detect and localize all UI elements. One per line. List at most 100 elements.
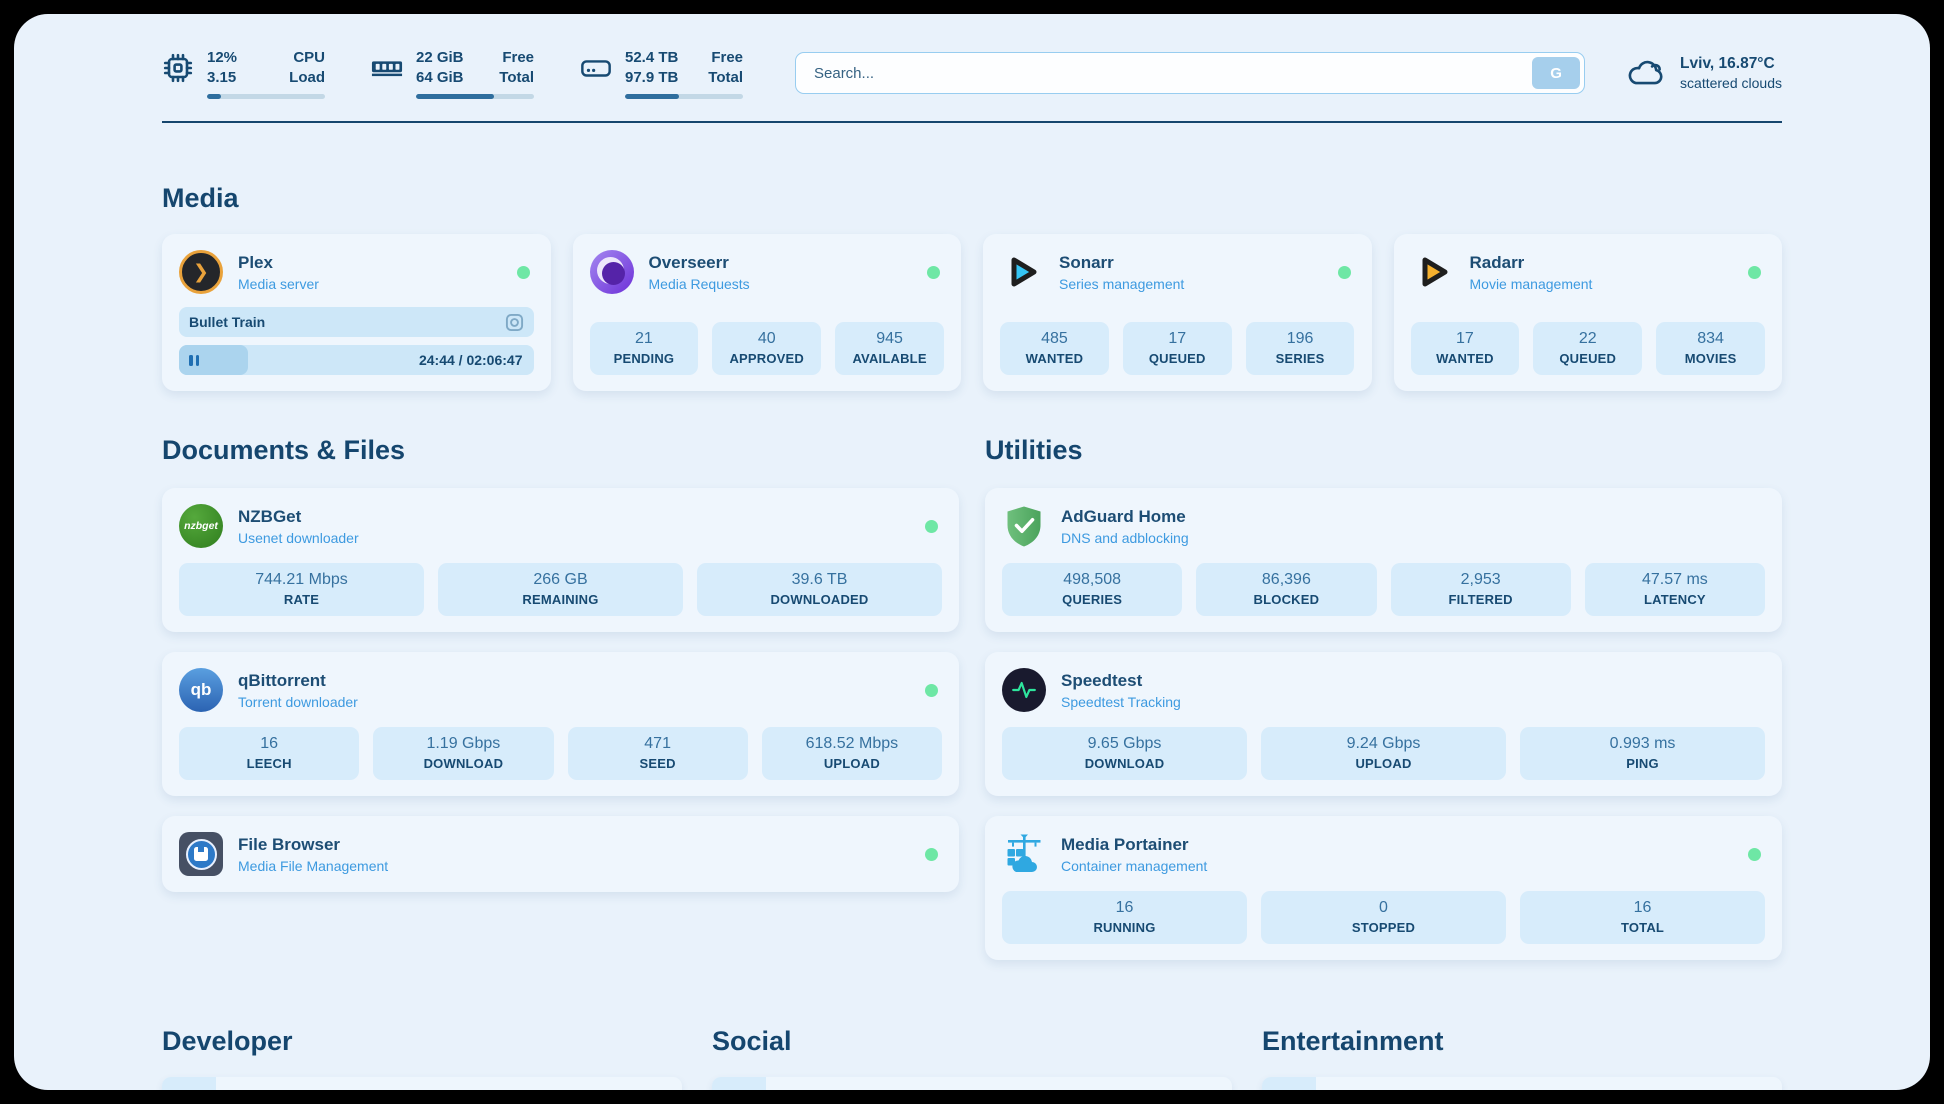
service-subtitle: Movie management — [1469, 275, 1593, 292]
video-icon — [505, 313, 523, 331]
top-bar: 12% 3.15 CPU Load — [162, 48, 1782, 99]
stat-box: 744.21 Mbps RATE — [179, 563, 424, 617]
weather-location: Lviv, 16.87°C — [1680, 55, 1775, 73]
now-playing-title-row: Bullet Train — [179, 307, 534, 338]
stat-box: 16 RUNNING — [1002, 891, 1247, 945]
section-title-developer: Developer — [162, 1026, 293, 1057]
cpu-icon — [163, 53, 193, 83]
service-name: NZBGet — [238, 506, 302, 526]
radarr-icon — [1422, 257, 1447, 287]
disk-total: 97.9 TB — [625, 68, 679, 86]
service-subtitle: Torrent downloader — [238, 693, 358, 710]
disk-free: 52.4 TB — [625, 49, 679, 66]
cpu-stat: 12% 3.15 CPU Load — [162, 48, 325, 99]
stat-box: 1.19 Gbps DOWNLOAD — [373, 727, 554, 781]
ram-free: 22 GiB — [416, 49, 464, 66]
service-subtitle: Speedtest Tracking — [1061, 693, 1181, 710]
ram-total: 64 GiB — [416, 68, 464, 86]
stat-box: 471 SEED — [567, 727, 748, 781]
bookmark-youtube[interactable]: YT YouTube youtube.com — [1262, 1077, 1782, 1090]
ram-label-2: Total — [499, 68, 534, 86]
bookmark-group-social: Social LI LinkedIn linkedin.com TW Twitt… — [712, 1026, 1232, 1090]
overseerr-icon — [589, 250, 634, 295]
service-card-portainer[interactable]: Media Portainer Container management 16 … — [985, 816, 1782, 961]
bookmark-group-developer: Developer GH Github github.com SO StackO… — [162, 1026, 682, 1090]
disk-stat: 52.4 TB 97.9 TB Free Total — [580, 48, 743, 99]
bookmark-abbr: YT — [1262, 1077, 1316, 1090]
status-online-dot — [1337, 265, 1351, 279]
service-subtitle: Media Requests — [648, 275, 750, 292]
ram-label-1: Free — [502, 49, 534, 66]
service-name: qBittorrent — [238, 670, 326, 690]
service-subtitle: Usenet downloader — [238, 529, 359, 546]
cpu-label-2: Load — [289, 68, 325, 86]
playback-progress-fill — [179, 345, 249, 376]
adguard-icon — [1007, 506, 1041, 547]
stat-box: 47.57 ms LATENCY — [1584, 563, 1765, 617]
section-title-media: Media — [162, 183, 239, 214]
service-card-adguard[interactable]: AdGuard Home DNS and adblocking 498,508 … — [985, 488, 1782, 633]
weather-widget: Lviv, 16.87°C scattered clouds — [1625, 55, 1782, 91]
service-name: Sonarr — [1059, 252, 1114, 272]
section-title-documents: Documents & Files — [162, 435, 406, 466]
cloud-icon — [1628, 61, 1663, 85]
disk-progress-bar — [625, 93, 743, 99]
service-name: Plex — [238, 252, 273, 272]
stat-box: 40 APPROVED — [712, 322, 822, 376]
status-online-dot — [925, 847, 938, 861]
service-card-qbittorrent[interactable]: qb qBittorrent Torrent downloader 16 LEE… — [162, 652, 959, 797]
service-subtitle: Media server — [238, 275, 319, 292]
service-card-speedtest[interactable]: Speedtest Speedtest Tracking 9.65 Gbps D… — [985, 652, 1782, 797]
stat-box: 16 LEECH — [179, 727, 360, 781]
service-card-overseerr[interactable]: Overseerr Media Requests 21 PENDING 40 A… — [572, 234, 961, 392]
status-online-dot — [516, 265, 530, 279]
ram-icon — [371, 61, 403, 77]
stat-box: 834 MOVIES — [1656, 322, 1765, 376]
bookmark-abbr: LI — [712, 1077, 766, 1090]
bookmark-linkedin[interactable]: LI LinkedIn linkedin.com — [712, 1077, 1232, 1090]
search-input[interactable] — [800, 57, 1533, 90]
stat-box: 17 QUEUED — [1122, 322, 1232, 376]
section-title-social: Social — [712, 1026, 792, 1057]
cpu-progress-bar — [207, 93, 325, 99]
pause-icon — [189, 354, 193, 366]
search-bar: G — [795, 52, 1586, 95]
bookmark-github[interactable]: GH Github github.com — [162, 1077, 682, 1090]
section-documents: Documents & Files nzbget NZBGet Usenet d… — [162, 435, 959, 893]
stat-box: 21 PENDING — [589, 322, 699, 376]
nzbget-icon: nzbget — [179, 504, 223, 549]
cpu-label-1: CPU — [293, 49, 325, 66]
stat-box: 22 QUEUED — [1533, 322, 1643, 376]
section-media: Media ❯ Plex Media server Bullet Tr — [162, 183, 1782, 392]
service-subtitle: Media File Management — [238, 857, 389, 874]
stat-box: 485 WANTED — [1000, 322, 1109, 376]
stat-box: 498,508 QUERIES — [1002, 563, 1183, 617]
ram-stat: 22 GiB 64 GiB Free Total — [371, 48, 534, 99]
qbittorrent-icon: qb — [179, 668, 223, 713]
stat-box: 2,953 FILTERED — [1390, 563, 1571, 617]
service-card-filebrowser[interactable]: File Browser Media File Management — [162, 816, 959, 893]
now-playing-progress-row: 24:44 / 02:06:47 — [179, 345, 534, 376]
service-card-sonarr[interactable]: Sonarr Series management 485 WANTED 17 Q… — [983, 234, 1372, 392]
status-online-dot — [927, 265, 940, 279]
stat-box: 0 STOPPED — [1261, 891, 1506, 945]
sonarr-icon — [1011, 257, 1037, 287]
bookmark-abbr: GH — [162, 1077, 216, 1090]
section-utilities: Utilities — [985, 435, 1782, 961]
status-online-dot — [925, 519, 938, 533]
service-card-plex[interactable]: ❯ Plex Media server Bullet Train — [162, 234, 551, 392]
bookmark-group-entertainment: Entertainment YT YouTube youtube.com NF … — [1262, 1026, 1782, 1090]
search-provider-button[interactable]: G — [1532, 57, 1581, 90]
service-card-nzbget[interactable]: nzbget NZBGet Usenet downloader 744.21 M… — [162, 488, 959, 633]
weather-condition: scattered clouds — [1680, 75, 1782, 92]
header-divider — [162, 120, 1782, 124]
stat-box: 0.993 ms PING — [1520, 727, 1765, 781]
stat-box: 86,396 BLOCKED — [1196, 563, 1377, 617]
service-card-radarr[interactable]: Radarr Movie management 17 WANTED 22 QUE… — [1393, 234, 1782, 392]
stat-box: 16 TOTAL — [1520, 891, 1765, 945]
status-online-dot — [925, 683, 938, 697]
section-title-entertainment: Entertainment — [1262, 1026, 1444, 1057]
disk-label-1: Free — [711, 49, 743, 66]
stat-box: 266 GB REMAINING — [438, 563, 683, 617]
stat-box: 9.65 Gbps DOWNLOAD — [1002, 727, 1247, 781]
